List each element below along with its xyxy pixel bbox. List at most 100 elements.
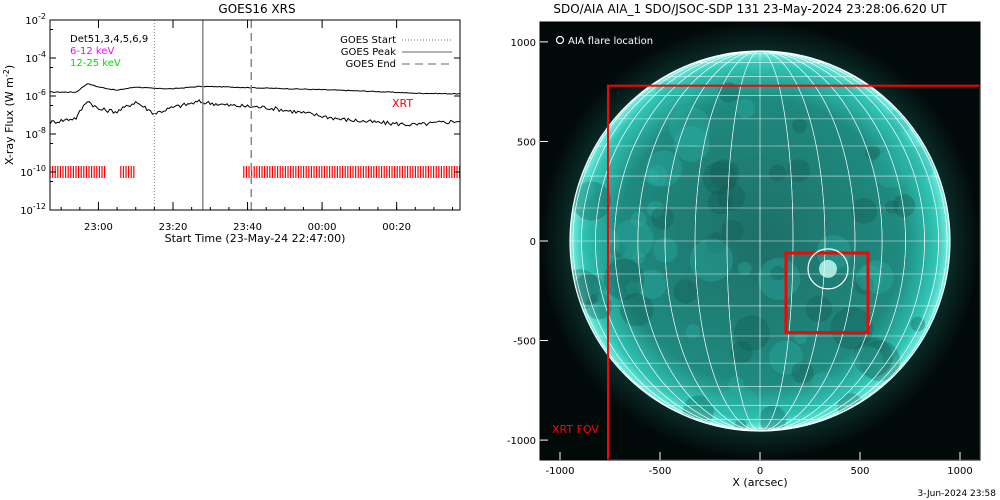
- disk-mottle: [787, 159, 811, 183]
- aia-axis-ticks: -1000 -500 0 500 1000 1000 500 0 -500 -1000: [507, 38, 973, 477]
- goes-ytick-label: 10-2: [25, 12, 46, 27]
- goes-x-ticks: 23:00 23:20 23:40 00:00 00:20: [60, 20, 454, 233]
- disk-mottle: [626, 280, 641, 296]
- disk-mottle: [573, 273, 605, 305]
- goes-xtick-label: 00:00: [308, 222, 337, 233]
- disk-mottle: [769, 164, 787, 182]
- aia-ytick-label: 1000: [511, 38, 536, 49]
- aia-legend-label: AIA flare location: [568, 36, 653, 47]
- aia-xlabel: X (arcsec): [732, 476, 787, 489]
- flare-location-circle: [807, 248, 849, 290]
- disk-mottle: [632, 251, 645, 264]
- goes-ytick-label: 10-4: [25, 50, 46, 65]
- disk-mottle: [709, 159, 740, 190]
- disk-mottle: [650, 206, 674, 230]
- aia-legend-marker: [555, 35, 565, 45]
- disk-mottle: [645, 150, 683, 187]
- flare-box: [784, 251, 870, 335]
- aia-xtick-label: 500: [850, 466, 869, 477]
- disk-mottle: [794, 331, 808, 344]
- aia-title: SDO/AIA AIA_1 SDO/JSOC-SDP 131 23-May-20…: [553, 2, 947, 16]
- aia-ytick-label: 0: [530, 237, 536, 248]
- solar-limb: [569, 50, 951, 432]
- footer-timestamp: 3-Jun-2024 23:58: [918, 489, 997, 499]
- xrt-fov-label: XRT FOV: [552, 423, 599, 436]
- aia-ytick-label: -1000: [507, 436, 536, 447]
- goes-xtick-label: 23:00: [84, 222, 113, 233]
- goes-xtick-label: 23:40: [233, 222, 262, 233]
- disk-mottle: [685, 323, 701, 339]
- disk-mottle: [592, 278, 616, 302]
- goes-xtick-label: 23:20: [159, 222, 188, 233]
- grid-longitude-line: [637, 51, 883, 431]
- legend-end-label: GOES End: [346, 59, 396, 70]
- goes-title: GOES16 XRS: [218, 2, 295, 16]
- grid-longitude-line: [664, 51, 856, 431]
- aia-xtick-label: -1000: [545, 466, 574, 477]
- goes-y-ticks: 10-2 10-4 10-6 10-8 10-10 10-12: [20, 12, 460, 217]
- disk-mottle: [582, 224, 620, 262]
- disk-mottle: [613, 219, 654, 260]
- heliographic-grid: [570, 51, 950, 431]
- goes-ytick-label: 10-12: [20, 202, 46, 217]
- disk-mottle: [727, 376, 745, 393]
- disk-mottle: [647, 200, 664, 218]
- goes-plot-frame: [49, 19, 461, 211]
- disk-mottle: [852, 346, 884, 378]
- grid-longitude-line: [572, 51, 948, 431]
- disk-mottle: [910, 316, 926, 332]
- disk-mottle: [899, 144, 936, 181]
- aia-xtick-label: 0: [757, 466, 763, 477]
- aia-xtick-label: -500: [649, 466, 672, 477]
- disk-mottle: [812, 372, 832, 392]
- aia-panel: SDO/AIA AIA_1 SDO/JSOC-SDP 131 23-May-20…: [507, 2, 981, 489]
- goes-panel: GOES16 XRS 10-2 10-4 10-6 10-8 10-10 10-12 23…: [2, 2, 461, 245]
- grid-longitude-line: [694, 51, 826, 431]
- disk-mottle: [737, 261, 752, 276]
- disk-mottle: [730, 341, 753, 364]
- goes-ytick-label: 10-10: [20, 164, 46, 179]
- goes-ytick-label: 10-8: [25, 126, 46, 141]
- aia-image: [540, 22, 980, 460]
- disk-mottle: [892, 194, 916, 217]
- grid-longitude-line: [726, 51, 794, 431]
- disk-mottle: [673, 279, 699, 304]
- grid-longitude-line: [595, 51, 925, 431]
- disk-mottle: [719, 386, 759, 426]
- goes-event-lines: [153, 20, 253, 210]
- disk-mottle: [791, 361, 814, 384]
- disk-mottle: [885, 200, 899, 214]
- goes-detectors-label: Det51,3,4,5,6,9: [70, 34, 148, 45]
- goes-legend: GOES Start GOES Peak GOES End: [340, 35, 452, 70]
- grid-longitude-line: [581, 51, 939, 431]
- goes-lightcurves: [49, 83, 461, 127]
- goes-xtick-label: 00:20: [382, 222, 411, 233]
- disk-mottle: [733, 315, 770, 351]
- goes-xlabel: Start Time (23-May-24 22:47:00): [165, 232, 346, 245]
- goes-ylabel: X-ray Flux (W m-2): [2, 65, 16, 165]
- disk-mottle: [718, 82, 739, 103]
- aia-ytick-label: 500: [517, 137, 536, 148]
- disk-mottle: [721, 219, 744, 243]
- disk-mottle: [603, 258, 645, 300]
- disk-mottle: [620, 292, 654, 327]
- disk-mottle: [757, 258, 801, 301]
- disk-mottle: [689, 238, 734, 282]
- disk-mottle: [851, 197, 878, 224]
- disk-mottle: [702, 161, 737, 196]
- disk-mottle: [706, 232, 728, 254]
- disk-mottle: [669, 106, 711, 148]
- grid-longitude-line: [614, 51, 906, 431]
- goes-xrt-coverage: [49, 166, 461, 178]
- goes-band-low-label: 6-12 keV: [70, 46, 114, 57]
- disk-mottle: [859, 340, 900, 382]
- goes-ytick-label: 10-6: [25, 88, 46, 103]
- goes-xrt-label: XRT: [392, 97, 413, 110]
- aia-ytick-label: -500: [513, 337, 536, 348]
- disk-mottle: [872, 150, 910, 188]
- aia-xtick-label: 1000: [947, 466, 972, 477]
- disk-mottle: [636, 269, 667, 299]
- goes-band-high-label: 12-25 keV: [70, 58, 121, 69]
- flare-kernel: [819, 259, 837, 278]
- disk-mottle: [735, 98, 755, 119]
